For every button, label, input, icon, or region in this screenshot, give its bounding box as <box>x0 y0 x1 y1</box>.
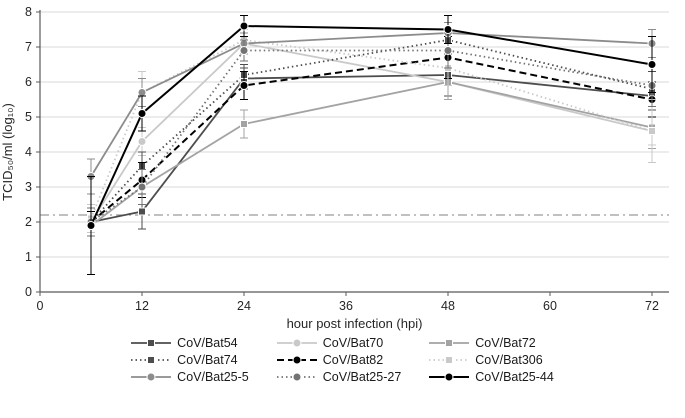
legend-item-cov-bat54: CoV/Bat54 <box>131 336 249 350</box>
x-tick-label: 12 <box>135 299 149 313</box>
legend-sample-dashed-circle <box>276 355 317 365</box>
series-line <box>90 81 653 227</box>
legend-sample-solid-circle <box>429 372 470 382</box>
data-point-marker <box>137 182 147 192</box>
legend-label: CoV/Bat82 <box>322 353 384 367</box>
data-point-marker <box>137 88 147 97</box>
legend-sample-dotted-square <box>429 356 470 364</box>
data-point-marker <box>443 25 453 34</box>
legend-sample-dotted-square <box>131 356 172 364</box>
y-tick-label: 4 <box>25 145 32 159</box>
legend-label: CoV/Bat72 <box>475 336 536 350</box>
legend-sample-solid-square <box>429 339 470 347</box>
y-tick-label: 0 <box>25 285 32 299</box>
legend-label: CoV/Bat54 <box>177 336 238 350</box>
legend-item-cov-bat306: CoV/Bat306 <box>429 353 554 367</box>
data-point-marker <box>137 109 147 118</box>
legend-item-cov-bat25-5: CoV/Bat25-5 <box>131 370 249 384</box>
data-point-marker <box>239 21 249 31</box>
series-line <box>90 56 653 223</box>
series-cov-bat82 <box>86 36 657 233</box>
legend-item-cov-bat70: CoV/Bat70 <box>276 336 402 350</box>
data-point-marker <box>137 137 147 146</box>
data-point-marker <box>648 127 656 135</box>
series-cov-bat25-44 <box>86 15 657 275</box>
legend-sample-dotted-circle <box>276 372 317 382</box>
legend-label: CoV/Bat25-5 <box>177 370 249 384</box>
legend-label: CoV/Bat306 <box>475 353 543 367</box>
y-axis-label: TCID₅₀/ml (log₁₀) <box>0 103 15 201</box>
legend-item-cov-bat72: CoV/Bat72 <box>429 336 554 350</box>
legend-sample-solid-square <box>131 339 172 347</box>
legend-label: CoV/Bat70 <box>322 336 384 350</box>
data-point-marker <box>443 46 453 55</box>
y-tick-label: 2 <box>25 215 32 229</box>
series-line <box>90 42 653 223</box>
chart-legend: CoV/Bat54 CoV/Bat70 CoV/Bat72 CoV/Bat74 CoV/… <box>131 336 554 384</box>
data-point-marker <box>239 81 249 90</box>
y-tick-label: 7 <box>25 40 32 54</box>
series-cov-bat72 <box>87 64 656 237</box>
legend-label: CoV/Bat25-27 <box>322 370 402 384</box>
x-axis-label: hour post infection (hpi) <box>287 316 423 331</box>
data-point-marker <box>647 60 657 69</box>
legend-label: CoV/Bat74 <box>177 353 238 367</box>
series-line <box>90 24 653 226</box>
legend-item-cov-bat74: CoV/Bat74 <box>131 353 249 367</box>
legend-sample-solid-circle <box>131 372 172 382</box>
y-tick-label: 5 <box>25 110 32 124</box>
y-tick-label: 3 <box>25 180 32 194</box>
data-point-marker <box>240 120 248 128</box>
y-tick-label: 6 <box>25 75 32 89</box>
legend-item-cov-bat25-27: CoV/Bat25-27 <box>276 370 402 384</box>
series-line <box>90 39 653 219</box>
legend-item-cov-bat82: CoV/Bat82 <box>276 353 402 367</box>
x-tick-label: 48 <box>441 299 455 313</box>
x-tick-label: 0 <box>37 299 44 313</box>
y-tick-label: 8 <box>25 5 32 19</box>
series-cov-bat25-27 <box>86 32 657 237</box>
x-tick-label: 60 <box>543 299 557 313</box>
y-tick-label: 1 <box>25 250 32 264</box>
data-point-marker <box>239 46 249 55</box>
data-point-marker <box>138 207 146 216</box>
series-cov-bat70 <box>86 32 657 233</box>
x-tick-label: 36 <box>339 299 353 313</box>
legend-item-cov-bat25-44: CoV/Bat25-44 <box>429 370 554 384</box>
x-tick-label: 72 <box>645 299 659 313</box>
x-tick-label: 24 <box>237 299 251 313</box>
series-cov-bat306 <box>87 29 656 233</box>
data-point-marker <box>86 221 96 230</box>
legend-sample-solid-circle <box>276 338 317 348</box>
series-cov-bat74 <box>87 29 656 237</box>
legend-label: CoV/Bat25-44 <box>475 370 554 384</box>
series-line <box>90 49 653 223</box>
